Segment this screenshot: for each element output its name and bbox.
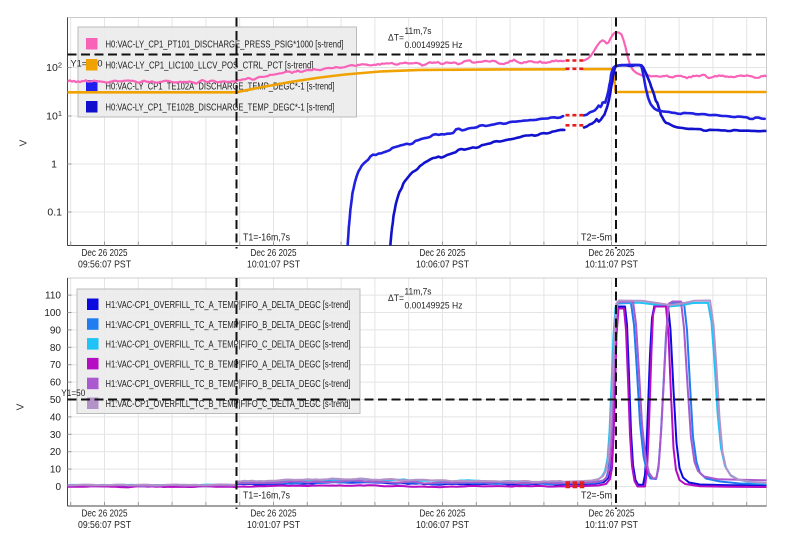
- svg-text:Dec 26 2025: Dec 26 2025: [589, 508, 635, 520]
- svg-text:1: 1: [51, 159, 57, 171]
- svg-text:11m,7s: 11m,7s: [405, 26, 432, 37]
- svg-text:10:06:07 PST: 10:06:07 PST: [416, 259, 469, 271]
- svg-text:110: 110: [45, 291, 61, 302]
- svg-text:V: V: [16, 403, 27, 410]
- svg-text:60: 60: [50, 378, 62, 389]
- svg-text:10:06:07 PST: 10:06:07 PST: [416, 519, 469, 531]
- svg-text:ΔT=: ΔT=: [388, 293, 404, 304]
- svg-text:10:11:07 PST: 10:11:07 PST: [585, 519, 638, 531]
- svg-text:T2=-5m: T2=-5m: [581, 233, 612, 244]
- svg-text:Y1=50: Y1=50: [61, 388, 85, 398]
- svg-text:10:01:07 PST: 10:01:07 PST: [247, 519, 300, 531]
- svg-text:0: 0: [55, 482, 61, 493]
- svg-text:Dec 26 2025: Dec 26 2025: [420, 247, 466, 259]
- svg-text:Dec 26 2025: Dec 26 2025: [420, 508, 466, 520]
- svg-text:V: V: [19, 139, 30, 146]
- svg-text:T1=-16m,7s: T1=-16m,7s: [243, 233, 290, 244]
- svg-text:H1:VAC-CP1_OVERFILL_TC_B_TEMP|: H1:VAC-CP1_OVERFILL_TC_B_TEMP|FIFO_C_DEL…: [106, 399, 351, 410]
- svg-text:20: 20: [50, 447, 62, 458]
- svg-text:ΔT=: ΔT=: [388, 33, 404, 44]
- svg-text:0.1: 0.1: [47, 207, 62, 219]
- svg-text:H0:VAC-LY_CP1_TE102A_DISCHARGE: H0:VAC-LY_CP1_TE102A_DISCHARGE_TEMP_DEGC…: [106, 82, 335, 93]
- svg-text:T2=-5m: T2=-5m: [581, 491, 612, 502]
- svg-text:H1:VAC-CP1_OVERFILL_TC_A_TEMP|: H1:VAC-CP1_OVERFILL_TC_A_TEMP|FIFO_A_DEL…: [106, 300, 351, 311]
- svg-text:Dec 26 2025: Dec 26 2025: [251, 247, 297, 259]
- svg-text:Dec 26 2025: Dec 26 2025: [589, 247, 635, 259]
- svg-text:10:11:07 PST: 10:11:07 PST: [585, 259, 638, 271]
- svg-text:H0:VAC-LY_CP1_PT101_DISCHARGE_: H0:VAC-LY_CP1_PT101_DISCHARGE_PRESS_PSIG…: [106, 40, 344, 51]
- svg-text:30: 30: [50, 430, 62, 441]
- svg-text:Dec 26 2025: Dec 26 2025: [82, 508, 128, 520]
- svg-text:100: 100: [44, 308, 61, 319]
- svg-text:10:01:07 PST: 10:01:07 PST: [247, 259, 300, 271]
- svg-text:H1:VAC-CP1_OVERFILL_TC_B_TEMP|: H1:VAC-CP1_OVERFILL_TC_B_TEMP|FIFO_B_DEL…: [106, 379, 351, 390]
- svg-text:40: 40: [50, 412, 62, 423]
- svg-text:Dec 26 2025: Dec 26 2025: [251, 508, 297, 520]
- svg-text:50: 50: [50, 395, 62, 406]
- svg-text:0.00149925 Hz: 0.00149925 Hz: [405, 40, 463, 51]
- svg-text:H1:VAC-CP1_OVERFILL_TC_B_TEMP|: H1:VAC-CP1_OVERFILL_TC_B_TEMP|FIFO_A_DEL…: [106, 359, 351, 370]
- svg-text:H1:VAC-CP1_OVERFILL_TC_A_TEMP|: H1:VAC-CP1_OVERFILL_TC_A_TEMP|FIFO_C_DEL…: [106, 340, 351, 351]
- svg-text:Dec 26 2025: Dec 26 2025: [82, 247, 128, 259]
- svg-text:09:56:07 PST: 09:56:07 PST: [78, 519, 131, 531]
- svg-text:70: 70: [50, 360, 62, 371]
- svg-text:H1:VAC-CP1_OVERFILL_TC_A_TEMP|: H1:VAC-CP1_OVERFILL_TC_A_TEMP|FIFO_B_DEL…: [106, 320, 351, 331]
- svg-text:90: 90: [50, 325, 62, 336]
- svg-text:10: 10: [50, 465, 62, 476]
- svg-text:09:56:07 PST: 09:56:07 PST: [78, 259, 131, 271]
- svg-text:11m,7s: 11m,7s: [405, 286, 432, 297]
- svg-text:T1=-16m,7s: T1=-16m,7s: [243, 491, 290, 502]
- svg-text:0.00149925 Hz: 0.00149925 Hz: [405, 300, 463, 311]
- svg-text:H0:VAC-LY_CP1_LIC100_LLCV_POS_: H0:VAC-LY_CP1_LIC100_LLCV_POS_CTRL_PCT […: [106, 61, 314, 72]
- svg-text:H0:VAC-LY_CP1_TE102B_DISCHARGE: H0:VAC-LY_CP1_TE102B_DISCHARGE_TEMP_DEGC…: [106, 103, 335, 114]
- svg-text:80: 80: [50, 343, 62, 354]
